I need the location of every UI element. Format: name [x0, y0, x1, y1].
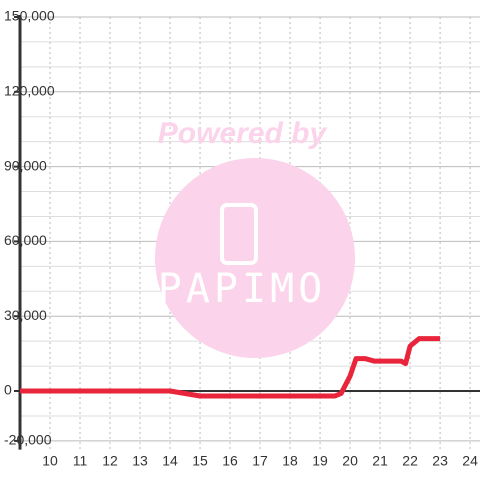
watermark-text: Powered by: [158, 117, 328, 150]
x-tick-label: 15: [192, 453, 208, 469]
x-tick-label: 16: [222, 453, 238, 469]
y-tick-label: 120,000: [4, 83, 55, 99]
watermark: Powered by PAPIMO: [155, 117, 355, 358]
y-tick-label: -20,000: [4, 432, 52, 448]
x-tick-label: 10: [42, 453, 58, 469]
y-tick-label: 90,000: [4, 157, 47, 173]
watermark-brand: PAPIMO: [158, 266, 327, 312]
x-tick-label: 22: [402, 453, 418, 469]
watermark-phone: [220, 203, 258, 265]
y-tick-label: 150,000: [4, 8, 55, 24]
x-tick-label: 21: [372, 453, 388, 469]
x-tick-label: 18: [282, 453, 298, 469]
y-tick-label: 30,000: [4, 307, 47, 323]
x-tick-label: 14: [162, 453, 178, 469]
x-tick-label: 23: [432, 453, 448, 469]
data-line: [20, 336, 441, 399]
x-tick-label: 12: [102, 453, 118, 469]
x-tick-label: 11: [73, 453, 88, 469]
x-tick-label: 17: [252, 453, 268, 469]
x-tick-label: 24: [462, 453, 478, 469]
x-tick-label: 20: [342, 453, 358, 469]
y-tick-label: 0: [4, 382, 12, 398]
y-tick-label: 60,000: [4, 232, 47, 248]
x-tick-label: 19: [312, 453, 328, 469]
x-tick-label: 13: [132, 453, 148, 469]
